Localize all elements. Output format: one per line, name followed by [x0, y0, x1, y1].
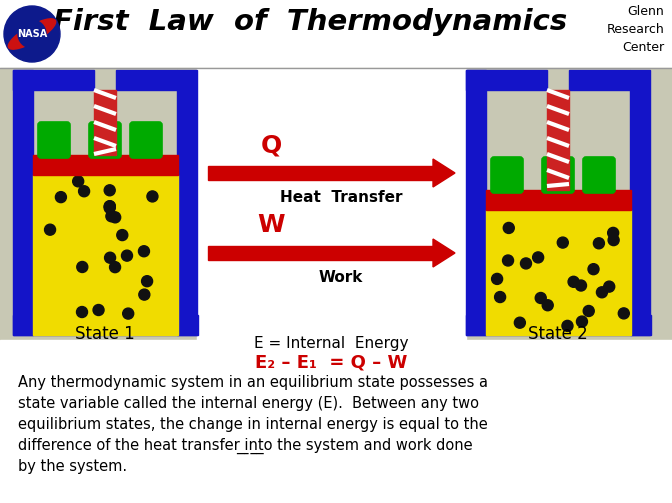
- Circle shape: [492, 274, 503, 284]
- Circle shape: [500, 159, 514, 173]
- Circle shape: [551, 159, 565, 173]
- Circle shape: [105, 252, 116, 263]
- Circle shape: [562, 320, 573, 331]
- Circle shape: [495, 292, 505, 302]
- Bar: [33, 155, 178, 175]
- Circle shape: [542, 300, 553, 311]
- Text: Glenn
Research
Center: Glenn Research Center: [606, 5, 664, 54]
- Bar: [0, 0, 672, 68]
- Bar: [630, 70, 650, 335]
- Text: First  Law  of  Thermodynamics: First Law of Thermodynamics: [53, 8, 567, 36]
- Circle shape: [110, 212, 121, 223]
- Bar: [466, 70, 486, 335]
- Bar: [547, 90, 569, 190]
- Circle shape: [593, 238, 604, 249]
- Circle shape: [106, 211, 117, 222]
- Circle shape: [117, 229, 128, 240]
- Circle shape: [104, 185, 115, 196]
- Text: W: W: [257, 213, 285, 237]
- Polygon shape: [433, 239, 455, 267]
- Bar: [486, 190, 631, 210]
- Circle shape: [104, 201, 116, 212]
- Circle shape: [557, 237, 569, 248]
- Bar: [13, 70, 33, 335]
- Text: E = Internal  Energy: E = Internal Energy: [254, 336, 409, 351]
- Text: NASA: NASA: [17, 29, 47, 39]
- Circle shape: [79, 186, 89, 197]
- Bar: [0, 68, 672, 340]
- Text: difference of the heat transfer ̲i̲n̲t̲o the system and work done: difference of the heat transfer ̲i̲n̲t̲o…: [18, 438, 472, 454]
- Circle shape: [139, 124, 153, 138]
- Text: by the system.: by the system.: [18, 459, 127, 474]
- Bar: [13, 315, 198, 335]
- Bar: [94, 90, 116, 155]
- Text: state variable called the internal energy (E).  Between any two: state variable called the internal energ…: [18, 396, 479, 411]
- Circle shape: [603, 281, 615, 292]
- Circle shape: [142, 276, 153, 287]
- Circle shape: [503, 255, 513, 266]
- Text: Work: Work: [319, 270, 363, 285]
- Circle shape: [503, 222, 514, 233]
- Text: Q: Q: [260, 133, 282, 157]
- Circle shape: [618, 308, 629, 319]
- Circle shape: [139, 289, 150, 300]
- FancyBboxPatch shape: [583, 157, 615, 193]
- Bar: [466, 70, 547, 90]
- FancyBboxPatch shape: [130, 122, 162, 158]
- Circle shape: [98, 124, 112, 138]
- Circle shape: [55, 192, 67, 203]
- Text: Heat  Transfer: Heat Transfer: [280, 190, 403, 205]
- Text: Any thermodynamic system in an equilibrium state possesses a: Any thermodynamic system in an equilibri…: [18, 375, 488, 390]
- Polygon shape: [433, 159, 455, 187]
- Circle shape: [77, 306, 87, 317]
- Circle shape: [44, 224, 56, 235]
- Circle shape: [568, 276, 579, 287]
- Circle shape: [597, 287, 607, 298]
- Circle shape: [514, 317, 526, 328]
- Circle shape: [588, 264, 599, 275]
- Circle shape: [4, 6, 60, 62]
- Bar: [208, 166, 435, 180]
- Text: State 1: State 1: [75, 325, 135, 343]
- Circle shape: [104, 202, 115, 213]
- Circle shape: [122, 250, 132, 261]
- Circle shape: [147, 191, 158, 202]
- Bar: [0, 340, 672, 503]
- Bar: [177, 70, 197, 335]
- Bar: [197, 68, 466, 340]
- Bar: [486, 210, 631, 335]
- Circle shape: [123, 308, 134, 319]
- Circle shape: [577, 316, 587, 327]
- Circle shape: [138, 246, 149, 257]
- Text: E₂ – E₁  = Q – W: E₂ – E₁ = Q – W: [255, 354, 407, 372]
- Circle shape: [608, 234, 619, 245]
- Circle shape: [533, 252, 544, 263]
- Circle shape: [73, 176, 84, 187]
- Text: equilibrium states, the change in internal energy is equal to the: equilibrium states, the change in intern…: [18, 417, 488, 432]
- Bar: [466, 315, 651, 335]
- Bar: [116, 70, 177, 90]
- Circle shape: [575, 280, 587, 291]
- Circle shape: [535, 293, 546, 303]
- Circle shape: [607, 227, 619, 238]
- Bar: [33, 175, 178, 335]
- Bar: [13, 70, 94, 90]
- Circle shape: [110, 262, 120, 273]
- FancyBboxPatch shape: [491, 157, 523, 193]
- Circle shape: [18, 20, 46, 48]
- FancyBboxPatch shape: [542, 157, 574, 193]
- FancyBboxPatch shape: [38, 122, 70, 158]
- Circle shape: [521, 258, 532, 269]
- Circle shape: [104, 201, 116, 212]
- Circle shape: [93, 304, 104, 315]
- FancyBboxPatch shape: [89, 122, 121, 158]
- Bar: [569, 70, 630, 90]
- Ellipse shape: [8, 19, 56, 49]
- Circle shape: [583, 305, 594, 316]
- Text: State 2: State 2: [528, 325, 588, 343]
- Bar: [208, 246, 435, 260]
- Circle shape: [47, 124, 61, 138]
- Circle shape: [592, 159, 606, 173]
- Circle shape: [77, 262, 88, 273]
